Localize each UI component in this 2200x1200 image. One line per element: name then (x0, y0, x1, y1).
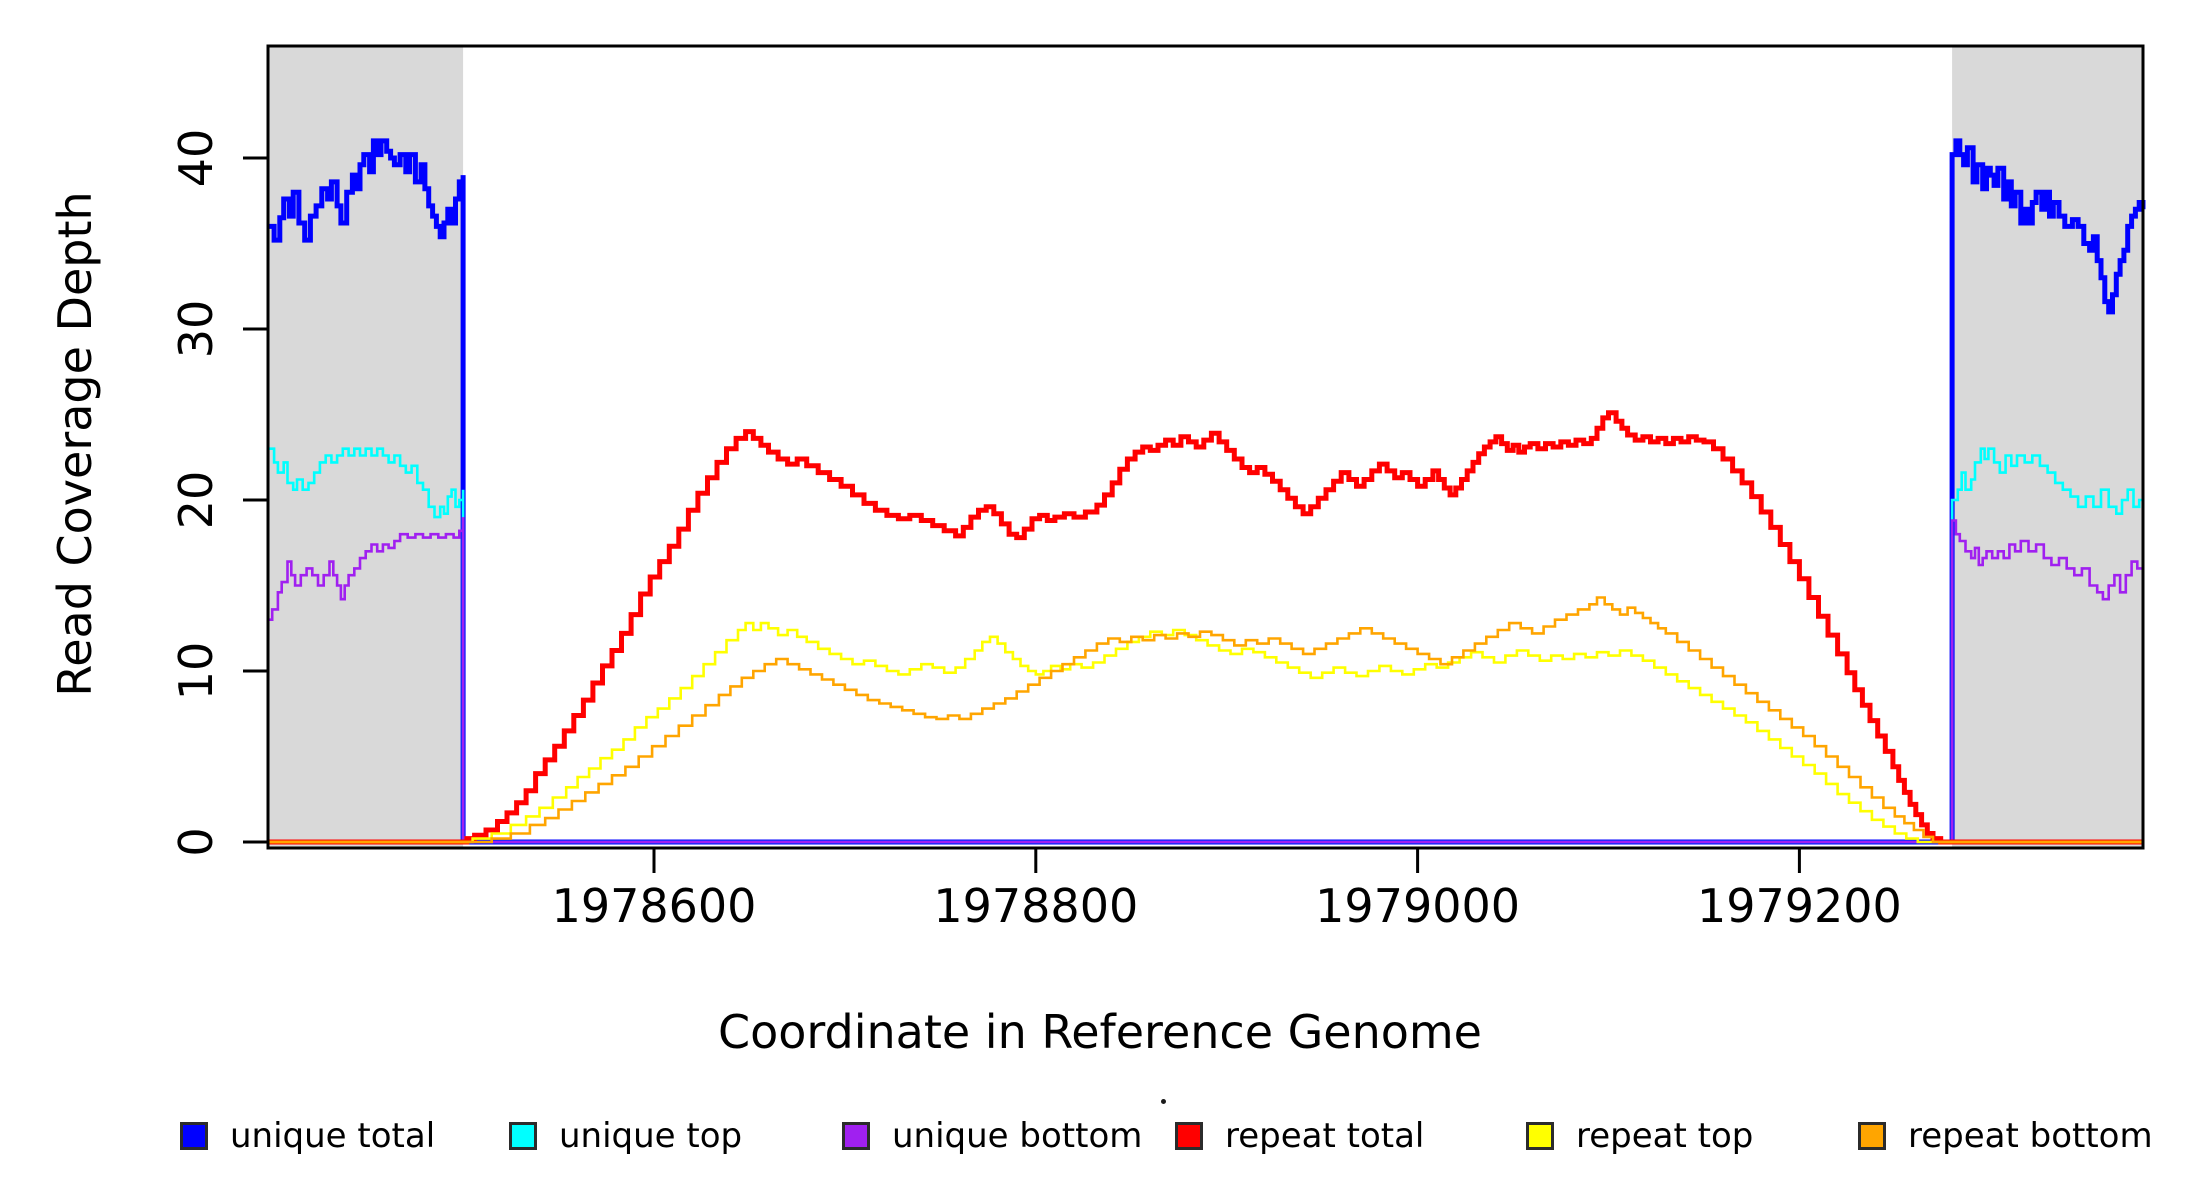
y-tick-label: 20 (169, 471, 223, 530)
series-unique-total-line (268, 138, 2146, 845)
y-tick-label: 30 (169, 300, 223, 359)
repeat-top-swatch-icon (1526, 1122, 1554, 1150)
unique-total-swatch-icon (180, 1122, 208, 1150)
series-repeat-total-line (268, 410, 2143, 845)
legend-label: unique total (230, 1116, 436, 1156)
series-unique-top-line (268, 447, 2145, 844)
legend-item-repeat-total: repeat total (1175, 1116, 1425, 1156)
y-tick-label: 10 (169, 642, 223, 701)
x-axis-title: Coordinate in Reference Genome (718, 1005, 1482, 1059)
chart-legend: unique total unique top unique bottom re… (0, 1116, 2200, 1158)
legend-label: repeat total (1225, 1116, 1425, 1156)
legend-label: repeat bottom (1908, 1116, 2153, 1156)
legend-item-unique-bottom: unique bottom (842, 1116, 1143, 1156)
repeat-bottom-swatch-icon (1858, 1122, 1886, 1150)
legend-item-repeat-bottom: repeat bottom (1858, 1116, 2153, 1156)
unique-top-swatch-icon (509, 1122, 537, 1150)
legend-item-repeat-top: repeat top (1526, 1116, 1754, 1156)
legend-label: unique bottom (892, 1116, 1143, 1156)
x-tick-label: 1978600 (552, 879, 757, 933)
series-unique-bottom-line (268, 517, 2145, 844)
x-tick-label: 1979000 (1315, 879, 1520, 933)
series-repeat-top-line (268, 621, 2143, 844)
series-repeat-bottom-line (268, 596, 2143, 844)
legend-item-unique-top: unique top (509, 1116, 743, 1156)
unique-bottom-swatch-icon (842, 1122, 870, 1150)
legend-label: repeat top (1576, 1116, 1754, 1156)
x-tick-label: 1978800 (933, 879, 1138, 933)
stray-point-dot (1161, 1099, 1166, 1104)
plot-border (266, 44, 2145, 850)
legend-item-unique-total: unique total (180, 1116, 436, 1156)
repeat-total-swatch-icon (1175, 1122, 1203, 1150)
y-tick-label: 40 (169, 129, 223, 188)
legend-label: unique top (559, 1116, 743, 1156)
y-tick-label: 0 (169, 827, 223, 856)
x-tick-label: 1979200 (1697, 879, 1902, 933)
masked-region-band (268, 46, 464, 848)
y-axis-title: Read Coverage Depth (48, 191, 102, 697)
